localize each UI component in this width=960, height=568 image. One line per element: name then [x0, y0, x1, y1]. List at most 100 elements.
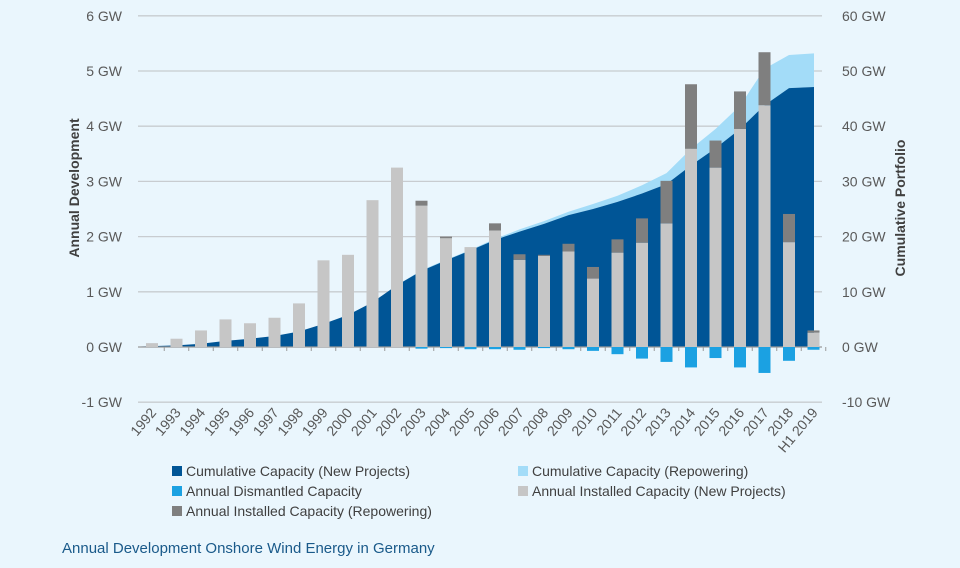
bar-dismantled — [562, 347, 575, 350]
bar-installed-repowering — [440, 236, 452, 239]
bar-installed-new — [146, 343, 158, 347]
bar-installed-repowering — [783, 213, 795, 243]
legend-item-dismantled: Annual Dismantled Capacity — [172, 483, 362, 499]
y-tick-right: -10 GW — [842, 394, 891, 410]
x-tick-label: 2017 — [740, 404, 772, 438]
x-tick-label: 2016 — [715, 404, 747, 438]
x-tick-label: 2014 — [666, 404, 698, 438]
x-tick-label: 2007 — [495, 404, 527, 438]
bar-installed-new — [807, 332, 820, 347]
y-tick-right: 60 GW — [842, 8, 886, 24]
x-tick-label: 1995 — [201, 404, 233, 438]
x-tick-label: 2015 — [691, 404, 723, 438]
bar-installed-new — [244, 323, 256, 347]
bar-dismantled — [734, 347, 746, 368]
bar-dismantled — [513, 347, 526, 350]
bar-dismantled — [611, 347, 624, 355]
bar-installed-new — [464, 247, 477, 347]
legend-label: Cumulative Capacity (New Projects) — [186, 463, 411, 479]
x-tick-label: 1999 — [299, 404, 331, 438]
y-tick-left: 4 GW — [86, 118, 123, 134]
bar-installed-new — [562, 251, 575, 347]
y-tick-left: 1 GW — [86, 284, 123, 300]
bar-installed-new — [538, 255, 550, 347]
bar-installed-repowering — [611, 239, 624, 253]
bar-installed-new — [170, 338, 183, 347]
x-tick-label: 2005 — [446, 404, 478, 438]
bar-installed-repowering — [489, 223, 501, 231]
bar-installed-new — [513, 259, 526, 347]
bar-installed-new — [685, 148, 697, 347]
legend-item-installed-new: Annual Installed Capacity (New Projects) — [518, 483, 786, 499]
y-tick-right: 50 GW — [842, 63, 886, 79]
bar-installed-new — [709, 167, 722, 347]
y-tick-right: 0 GW — [842, 339, 879, 355]
x-tick-label: 1998 — [274, 404, 306, 438]
x-tick-label: 2000 — [323, 404, 355, 438]
bar-installed-repowering — [636, 218, 648, 243]
y-tick-left: 6 GW — [86, 8, 123, 24]
legend-item-cumulative-new: Cumulative Capacity (New Projects) — [172, 463, 410, 479]
bar-installed-repowering — [538, 254, 550, 256]
bar-installed-new — [293, 303, 305, 347]
x-tick-label: 1992 — [127, 404, 159, 438]
bar-dismantled — [464, 347, 477, 350]
bar-installed-new — [734, 128, 746, 347]
bar-installed-new — [440, 238, 452, 347]
y-tick-left: 5 GW — [86, 63, 123, 79]
bar-installed-new — [366, 200, 379, 347]
bar-installed-repowering — [807, 330, 820, 333]
y-tick-right: 30 GW — [842, 173, 886, 189]
bar-installed-new — [195, 330, 207, 347]
bar-dismantled — [685, 347, 697, 368]
legend-label: Annual Installed Capacity (New Projects) — [532, 483, 786, 499]
bar-installed-new — [660, 223, 673, 347]
bar-installed-new — [783, 242, 795, 347]
y-tick-left: 3 GW — [86, 173, 123, 189]
legend-label: Cumulative Capacity (Repowering) — [532, 463, 749, 479]
bar-installed-new — [219, 319, 232, 347]
x-tick-label: 2004 — [421, 404, 453, 438]
bar-installed-repowering — [660, 180, 673, 224]
bar-installed-new — [489, 230, 501, 347]
y-axis-right-title: Cumulative Portfolio — [892, 140, 908, 277]
x-tick-label: 2006 — [470, 404, 502, 438]
legend-item-installed-repowering: Annual Installed Capacity (Repowering) — [172, 503, 432, 519]
bar-installed-repowering — [562, 243, 575, 252]
bar-dismantled — [660, 347, 673, 362]
chart-caption: Annual Development Onshore Wind Energy i… — [62, 540, 435, 557]
bar-dismantled — [807, 347, 820, 350]
legend-item-cumulative-repowering: Cumulative Capacity (Repowering) — [518, 463, 748, 479]
bar-installed-new — [611, 252, 624, 347]
x-tick-label: 1994 — [176, 404, 208, 438]
bar-installed-new — [391, 167, 403, 347]
bar-dismantled — [538, 347, 550, 349]
x-tick-label: 2013 — [642, 404, 674, 438]
x-tick-label: 2002 — [372, 404, 404, 438]
bar-dismantled — [587, 347, 599, 351]
bar-dismantled — [415, 347, 428, 349]
x-tick-label: 2011 — [593, 404, 625, 438]
x-tick-label: 2009 — [544, 404, 576, 438]
x-tick-label: 2012 — [617, 404, 649, 438]
x-tick-label: 2008 — [519, 404, 551, 438]
x-tick-label: 1996 — [225, 404, 257, 438]
x-tick-label: 2003 — [397, 404, 429, 438]
bar-installed-repowering — [415, 200, 428, 206]
y-tick-left: 0 GW — [86, 339, 123, 355]
y-tick-right: 20 GW — [842, 229, 886, 245]
legend-swatch — [172, 486, 182, 496]
legend-swatch — [172, 506, 182, 516]
bar-dismantled — [709, 347, 722, 359]
bar-dismantled — [636, 347, 648, 359]
bar-installed-repowering — [513, 254, 526, 260]
y-tick-left: -1 GW — [82, 394, 123, 410]
y-axis-left-title: Annual Development — [66, 118, 82, 258]
bar-dismantled — [783, 347, 795, 361]
bar-installed-repowering — [685, 84, 697, 149]
bar-installed-new — [758, 105, 771, 347]
x-tick-label: 2001 — [348, 404, 380, 438]
plot-area: -1 GW -10 GW 0 GW 0 GW 1 GW 10 GW 2 GW 20 GW 3 G… — [82, 8, 891, 456]
y-tick-left: 2 GW — [86, 229, 123, 245]
bar-dismantled — [489, 347, 501, 350]
